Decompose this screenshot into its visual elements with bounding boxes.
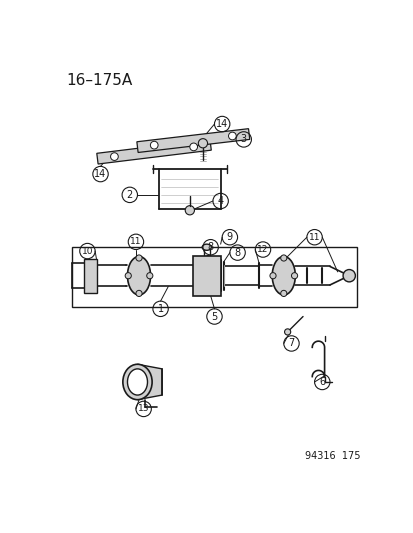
Circle shape <box>135 255 142 261</box>
Text: 94316  175: 94316 175 <box>304 450 359 461</box>
Circle shape <box>228 132 236 140</box>
Ellipse shape <box>272 256 294 295</box>
Text: 8: 8 <box>234 248 240 257</box>
Ellipse shape <box>127 369 147 395</box>
Text: 9: 9 <box>226 232 233 242</box>
Text: 10: 10 <box>81 247 93 255</box>
Circle shape <box>198 139 207 148</box>
Text: 7: 7 <box>288 338 294 349</box>
Text: 5: 5 <box>211 311 217 321</box>
Polygon shape <box>137 364 162 400</box>
Polygon shape <box>97 140 211 164</box>
Text: 16–175A: 16–175A <box>66 73 133 88</box>
Circle shape <box>185 206 194 215</box>
FancyBboxPatch shape <box>192 256 220 296</box>
Text: 3: 3 <box>240 134 246 144</box>
Text: 8: 8 <box>207 242 213 252</box>
Circle shape <box>291 273 297 279</box>
Circle shape <box>189 143 197 151</box>
Circle shape <box>146 273 152 279</box>
Text: 2: 2 <box>126 190 133 200</box>
Text: 11: 11 <box>308 233 320 241</box>
Circle shape <box>269 273 275 279</box>
Text: 6: 6 <box>318 377 325 387</box>
FancyBboxPatch shape <box>83 259 97 293</box>
Text: 1: 1 <box>157 304 163 314</box>
Circle shape <box>280 290 286 296</box>
Circle shape <box>342 270 354 282</box>
Circle shape <box>284 329 290 335</box>
Text: 13: 13 <box>138 405 149 414</box>
Ellipse shape <box>127 256 150 295</box>
FancyBboxPatch shape <box>72 247 356 306</box>
Circle shape <box>280 255 286 261</box>
Text: 11: 11 <box>130 237 141 246</box>
Text: 14: 14 <box>94 169 107 179</box>
Circle shape <box>135 290 142 296</box>
Ellipse shape <box>123 364 152 400</box>
Text: 4: 4 <box>217 196 223 206</box>
Circle shape <box>110 153 118 160</box>
Ellipse shape <box>202 244 211 251</box>
Polygon shape <box>137 128 249 152</box>
Text: 12: 12 <box>257 245 268 254</box>
Circle shape <box>150 141 158 149</box>
Circle shape <box>125 273 131 279</box>
Text: 14: 14 <box>216 119 228 129</box>
